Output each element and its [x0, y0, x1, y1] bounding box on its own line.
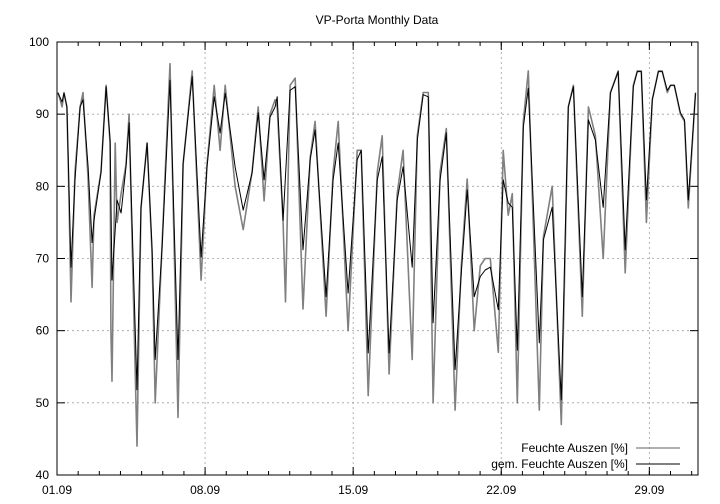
series-line-feuchte-auszen	[57, 62, 697, 447]
y-tick-label: 90	[36, 107, 50, 121]
x-tick-label: 01.09	[42, 483, 72, 497]
y-tick-label: 70	[36, 252, 50, 266]
x-tick-label: 15.09	[338, 483, 368, 497]
legend-label-raw: Feuchte Auszen [%]	[521, 441, 628, 455]
legend-label-average: gem. Feuchte Auszen [%]	[491, 457, 628, 471]
grid	[57, 42, 698, 475]
x-tick-label: 22.09	[486, 483, 516, 497]
series-lines	[57, 62, 697, 447]
series-line-gem-feuchte-auszen	[57, 71, 696, 401]
y-tick-label: 40	[36, 468, 50, 482]
y-tick-label: 50	[36, 396, 50, 410]
axis-ticks: 40 50 60 70 80 90 100 01.09 08.09 15.09 22.09 29.09	[29, 35, 698, 497]
y-tick-label: 60	[36, 324, 50, 338]
x-tick-label: 29.09	[634, 483, 664, 497]
y-tick-label: 80	[36, 179, 50, 193]
plot-frame	[56, 41, 699, 476]
x-tick-label: 08.09	[190, 483, 220, 497]
y-tick-label: 100	[29, 35, 49, 49]
chart-title: VP-Porta Monthly Data	[316, 13, 439, 27]
legend: Feuchte Auszen [%] gem. Feuchte Auszen […	[491, 441, 680, 471]
